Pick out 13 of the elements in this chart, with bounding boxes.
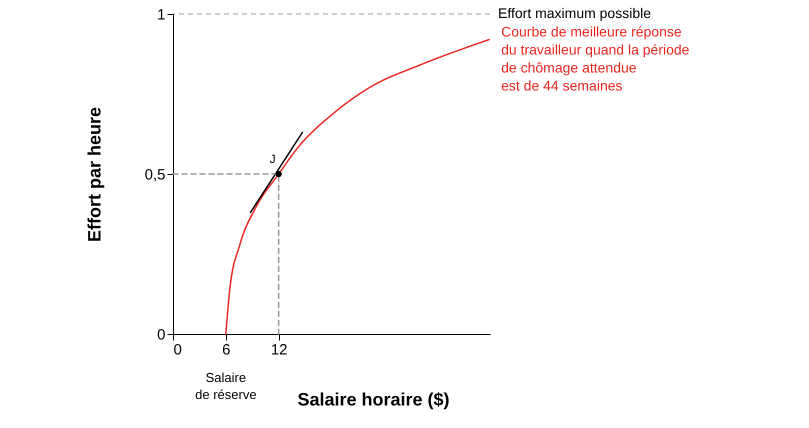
x-tick-label: 6: [222, 342, 231, 358]
annotation: J: [270, 152, 276, 166]
y-tick-label: 0,5: [144, 166, 166, 184]
ref-line-label: Effort maximum possible: [498, 5, 652, 21]
line-series: [225, 38, 490, 335]
y-axis-title: Effort par heure: [84, 106, 105, 242]
y-tick-label: 1: [157, 6, 166, 24]
text: Salaire de réserve: [195, 370, 257, 402]
x-tick-label: 12: [270, 342, 288, 358]
x-tick-label: 0: [174, 342, 182, 358]
x-axis-title: Salaire horaire ($): [297, 390, 450, 410]
series-label: Courbe de meilleure réponse du travailleur quand la période de chômage attendue est de 44 semaines: [501, 24, 690, 94]
y-tick-label: 0: [157, 326, 166, 344]
